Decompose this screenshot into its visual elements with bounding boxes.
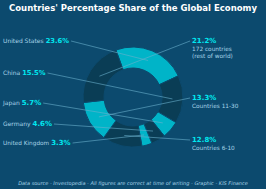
data-label: 4.6%	[33, 120, 52, 128]
slice	[83, 100, 116, 137]
leader-line	[124, 136, 190, 140]
slice	[83, 50, 123, 102]
leader-line	[99, 41, 190, 76]
category-label: United States	[3, 37, 44, 44]
leader-line	[54, 124, 153, 131]
category-label: Countries 6-10	[192, 145, 235, 151]
data-label: 21.2%	[192, 37, 216, 45]
data-label: 12.8%	[192, 136, 216, 144]
category-label: China	[3, 69, 20, 76]
leader-line	[48, 73, 173, 99]
category-label: Germany	[3, 120, 31, 128]
background	[0, 0, 266, 189]
data-label: 15.5%	[22, 69, 46, 77]
category-label: Countries 11-30	[192, 103, 239, 109]
data-label: 3.3%	[51, 139, 70, 147]
category-label: United Kingdom	[3, 140, 50, 147]
leader-line	[43, 103, 163, 123]
leader-line	[99, 98, 190, 117]
leader-line	[71, 41, 148, 61]
donut	[83, 47, 183, 147]
data-label: 23.6%	[46, 37, 70, 45]
data-label: 13.3%	[192, 94, 216, 102]
category-label: 172 countries	[192, 46, 232, 52]
title: Countries' Percentage Share of the Globa…	[9, 3, 257, 13]
category-label: Japan	[2, 99, 20, 107]
annotation: (rest of world)	[192, 53, 233, 59]
data-label: 5.7%	[22, 99, 41, 107]
footnote: Data source - Investopedia - All figures…	[18, 180, 248, 187]
